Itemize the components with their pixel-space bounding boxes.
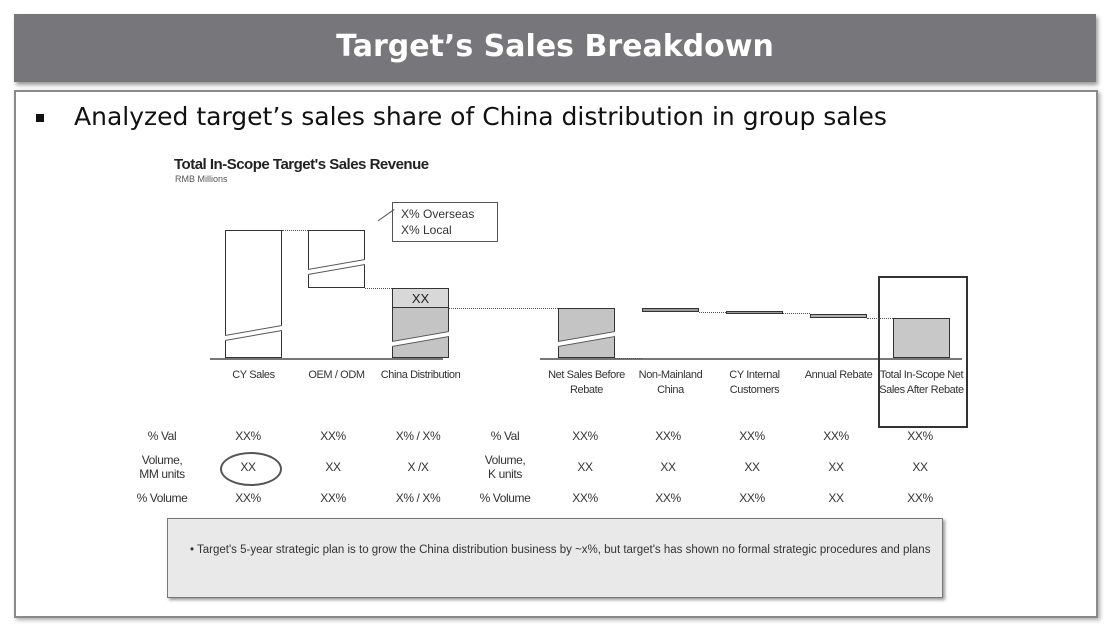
- category-label: Total In-Scope Net Sales After Rebate: [879, 369, 964, 396]
- highlight-circle: [220, 452, 282, 486]
- table-cell: XX: [660, 460, 676, 474]
- bar: [810, 313, 867, 319]
- axis-left: [210, 358, 443, 360]
- table-cell: XX%: [235, 429, 261, 443]
- table-cell: X% / X%: [395, 429, 441, 443]
- connector-line: [615, 358, 642, 359]
- axis-right: [540, 358, 962, 360]
- connector-line: [282, 230, 308, 231]
- highlight-box: [878, 276, 968, 428]
- connector-line: [783, 313, 810, 315]
- table-cell: XX: [828, 491, 844, 505]
- row-label: Volume, MM units: [139, 453, 185, 481]
- note-box: • Target's 5-year strategic plan is to g…: [167, 518, 943, 598]
- chart-subtitle: RMB Millions: [175, 174, 228, 184]
- callout-line-2: X% Local: [401, 223, 452, 237]
- category-label: Non-Mainland China: [638, 369, 703, 396]
- row-label: % Volume: [136, 491, 188, 505]
- table-cell: XX: [577, 460, 593, 474]
- callout-line-1: X% Overseas: [401, 207, 475, 221]
- table-cell: XX: [828, 460, 844, 474]
- note-text: Target's 5-year strategic plan is to gro…: [197, 544, 931, 556]
- table-cell: XX%: [907, 429, 933, 443]
- table-cell: X /X: [407, 460, 429, 474]
- slide-title: Target’s Sales Breakdown: [14, 14, 1096, 82]
- row-label: % Val: [147, 429, 177, 443]
- category-label: OEM / ODM: [308, 369, 365, 381]
- table-cell: X% / X%: [395, 491, 441, 505]
- bar: [726, 311, 783, 315]
- bar-segment: XX: [392, 287, 449, 309]
- connector-line: [449, 308, 558, 310]
- table-cell: XX%: [907, 491, 933, 505]
- connector-line: [867, 318, 893, 320]
- bullet-text: Analyzed target’s sales share of China d…: [74, 102, 887, 131]
- table-cell: XX%: [739, 491, 765, 505]
- row-label: % Val: [490, 429, 520, 443]
- category-label: Annual Rebate: [804, 369, 873, 381]
- connector-line: [699, 311, 726, 313]
- table-cell: XX: [744, 460, 760, 474]
- table-cell: XX%: [655, 491, 681, 505]
- table-cell: XX%: [823, 429, 849, 443]
- table-cell: XX: [912, 460, 928, 474]
- row-label: Volume, K units: [484, 453, 526, 481]
- content-frame: [14, 90, 1098, 618]
- bar: [893, 318, 950, 358]
- table-cell: XX%: [320, 429, 346, 443]
- bar: [642, 308, 699, 312]
- bullet-icon: [36, 114, 44, 122]
- table-cell: XX%: [320, 491, 346, 505]
- table-cell: XX%: [235, 491, 261, 505]
- category-label: China Distribution: [380, 369, 461, 381]
- connector-line: [365, 287, 392, 289]
- category-label: CY Internal Customers: [729, 369, 780, 396]
- category-label: CY Sales: [232, 369, 275, 381]
- table-cell: XX%: [739, 429, 765, 443]
- table-cell: XX%: [572, 491, 598, 505]
- table-cell: XX: [325, 460, 341, 474]
- callout-box: X% Overseas X% Local: [392, 202, 498, 242]
- chart-title: Total In-Scope Target's Sales Revenue: [174, 156, 429, 173]
- bar: [308, 230, 365, 288]
- table-cell: XX%: [572, 429, 598, 443]
- table-cell: XX%: [655, 429, 681, 443]
- category-label: Net Sales Before Rebate: [548, 369, 625, 396]
- row-label: % Volume: [479, 491, 531, 505]
- bullet-point: Analyzed target’s sales share of China d…: [36, 102, 887, 131]
